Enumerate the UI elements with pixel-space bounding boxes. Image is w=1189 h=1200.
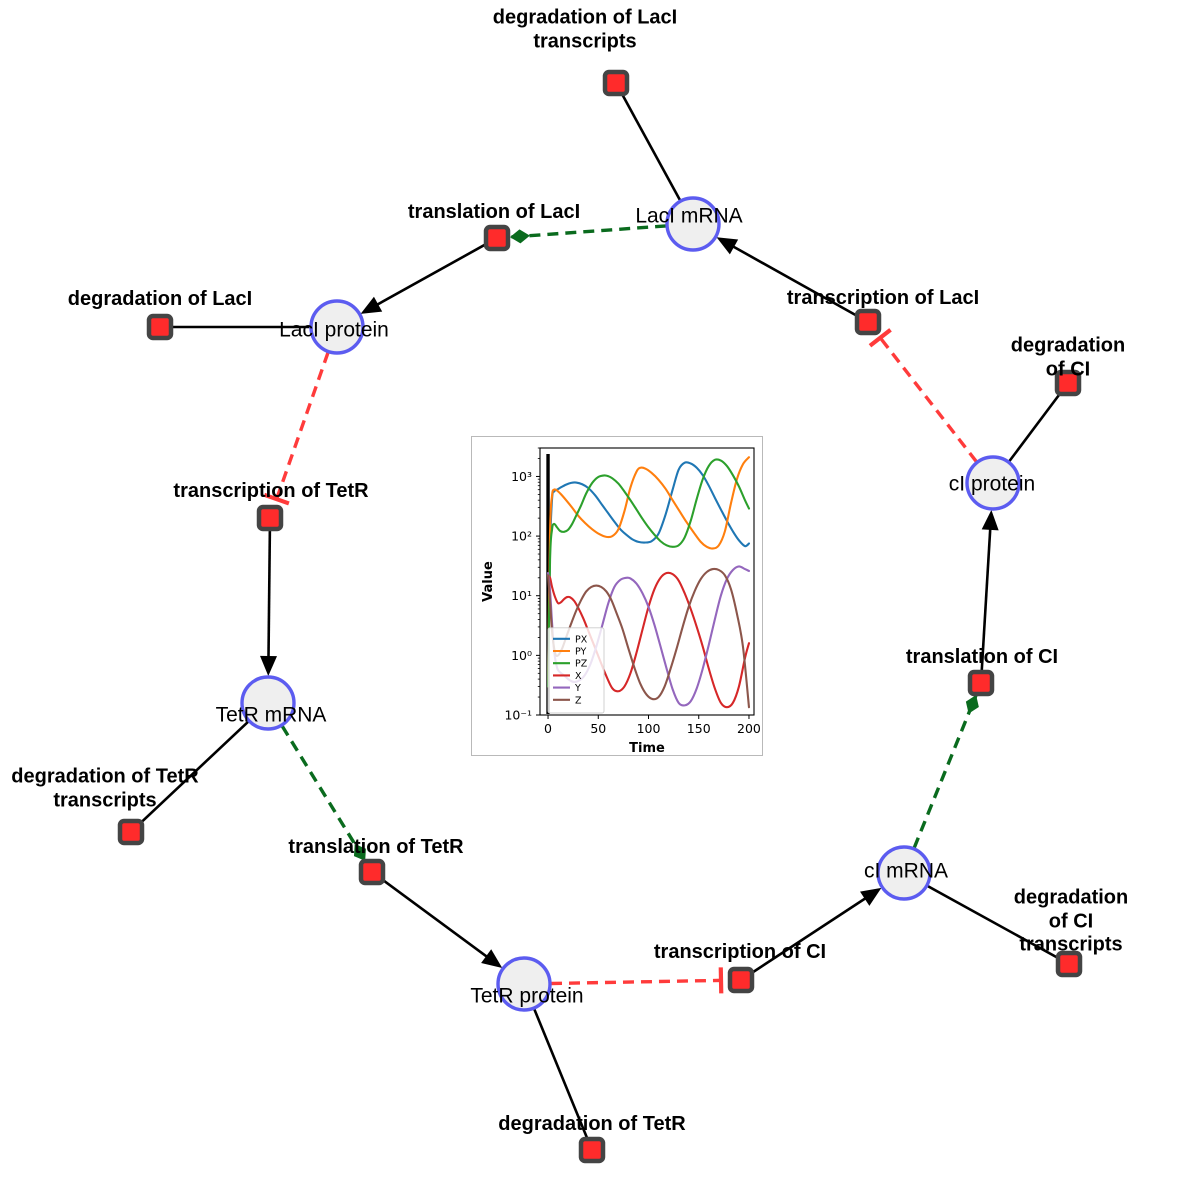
- legend-label-PY: PY: [575, 647, 587, 658]
- reaction-node-deg_ci_transcripts[interactable]: [1055, 950, 1083, 978]
- edge-substrate: [716, 237, 858, 317]
- edge-substrate: [260, 530, 278, 677]
- series-line-PY: [546, 456, 751, 688]
- x-axis-label: Time: [629, 741, 665, 755]
- reaction-node-deg_laci_transcripts[interactable]: [602, 69, 630, 97]
- species-node-ci_protein[interactable]: [965, 455, 1021, 511]
- series-line-PZ: [546, 458, 751, 688]
- x-tick-label: 200: [737, 721, 761, 736]
- legend-label-Y: Y: [574, 683, 581, 694]
- edge-activation: [912, 694, 979, 849]
- arrowhead-triangle: [360, 296, 383, 314]
- arrowhead-triangle: [481, 949, 503, 968]
- y-tick-label: 10⁻¹: [504, 708, 532, 723]
- reaction-node-deg_tetr_transcripts[interactable]: [117, 818, 145, 846]
- species-node-tetr_mrna[interactable]: [240, 675, 296, 731]
- timecourse-chart: 0 50 100 150 200Time10⁻¹10⁰10¹10²10³ValuePXP…: [481, 447, 761, 755]
- y-tick-label: 10¹: [511, 588, 532, 603]
- edge-activation: [280, 725, 367, 862]
- x-tick-label: 0: [544, 721, 552, 736]
- legend-label-Z: Z: [575, 695, 582, 706]
- x-tick-label: 50: [590, 721, 606, 736]
- y-tick-label: 10²: [511, 529, 532, 544]
- arrowhead-diamond: [353, 843, 366, 861]
- legend-label-PX: PX: [575, 634, 588, 645]
- species-label-ci_mrna: cI mRNA: [864, 859, 948, 883]
- reaction-node-deg_laci[interactable]: [146, 313, 174, 341]
- species-node-laci_mrna[interactable]: [665, 196, 721, 252]
- reaction-node-deg_ci[interactable]: [1054, 369, 1082, 397]
- arrowhead-triangle: [860, 887, 882, 906]
- legend-label-PZ: PZ: [575, 659, 588, 670]
- edge-substrate: [381, 878, 503, 968]
- reaction-node-translation_tetr[interactable]: [358, 858, 386, 886]
- simulation-plot-inset: 0 50 100 150 200 Time 10⁻¹ 10⁰ 10¹ 10² 10³ Value PX P…: [471, 436, 763, 756]
- y-tick-label: 10⁰: [511, 648, 532, 663]
- edge-substrate: [533, 1008, 589, 1139]
- edge-substrate: [360, 243, 487, 314]
- reaction-node-transcription_laci[interactable]: [854, 308, 882, 336]
- species-label-laci_mrna: LacI mRNA: [635, 204, 743, 228]
- reaction-node-transcription_tetr[interactable]: [256, 504, 284, 532]
- species-node-laci_protein[interactable]: [309, 299, 365, 355]
- y-axis-label: Value: [481, 561, 496, 602]
- reaction-node-translation_ci[interactable]: [967, 669, 995, 697]
- series-line-PX: [546, 461, 751, 688]
- edge-substrate: [927, 884, 1059, 959]
- edge-substrate: [139, 720, 250, 825]
- species-label-tetr_mrna: TetR mRNA: [215, 703, 327, 727]
- legend-label-X: X: [575, 671, 582, 682]
- species-label-laci_protein: LacI protein: [279, 318, 389, 342]
- y-tick-label: 10³: [511, 469, 532, 484]
- arrowhead-tbar: [263, 492, 290, 506]
- series-group: [546, 456, 751, 709]
- edge-activation: [509, 224, 667, 244]
- edge-inhibition: [263, 351, 330, 506]
- arrowhead-diamond: [509, 229, 530, 244]
- reaction-node-transcription_ci[interactable]: [727, 966, 755, 994]
- species-label-ci_protein: cI protein: [948, 472, 1036, 496]
- arrowhead-triangle: [716, 237, 739, 255]
- arrowhead-diamond: [965, 695, 979, 714]
- edge-inhibition: [550, 967, 724, 994]
- edge-substrate: [1008, 392, 1062, 463]
- edge-substrate: [980, 509, 999, 671]
- species-node-ci_mrna[interactable]: [876, 845, 932, 901]
- species-node-tetr_protein[interactable]: [496, 956, 552, 1012]
- reaction-node-translation_laci[interactable]: [483, 224, 511, 252]
- species-label-tetr_protein: TetR protein: [470, 984, 584, 1008]
- edge-substrate: [621, 93, 682, 201]
- x-tick-label: 100: [637, 721, 661, 736]
- reaction-node-deg_tetr[interactable]: [578, 1136, 606, 1164]
- edge-inhibition: [868, 328, 978, 463]
- arrowhead-triangle: [981, 509, 999, 531]
- arrowhead-tbar: [868, 328, 892, 348]
- arrowhead-triangle: [260, 655, 278, 677]
- x-tick-label: 150: [687, 721, 711, 736]
- edge-substrate: [751, 887, 882, 974]
